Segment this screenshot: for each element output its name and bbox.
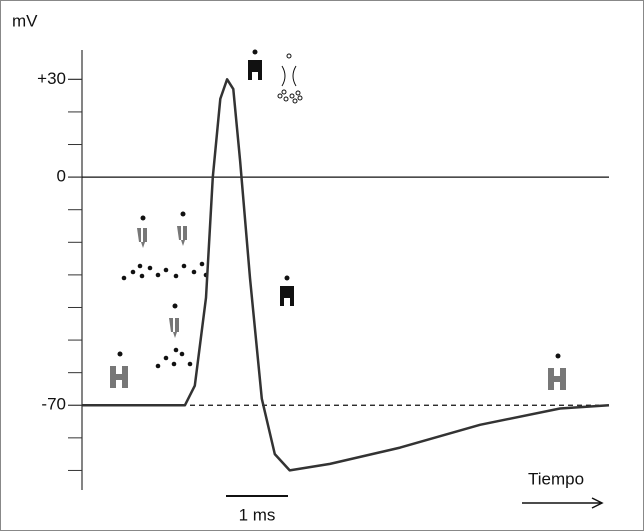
- y-tick-label: +30: [37, 69, 66, 88]
- scale-bar-label: 1 ms: [239, 505, 276, 524]
- channel-icons: [110, 49, 566, 390]
- x-axis-label: Tiempo: [528, 469, 584, 488]
- line: [82, 78, 610, 472]
- y-tick-label: 0: [57, 167, 66, 186]
- time-arrow: [522, 497, 604, 509]
- y-axis-label: mV: [12, 11, 38, 30]
- y-tick-label: -70: [41, 395, 66, 414]
